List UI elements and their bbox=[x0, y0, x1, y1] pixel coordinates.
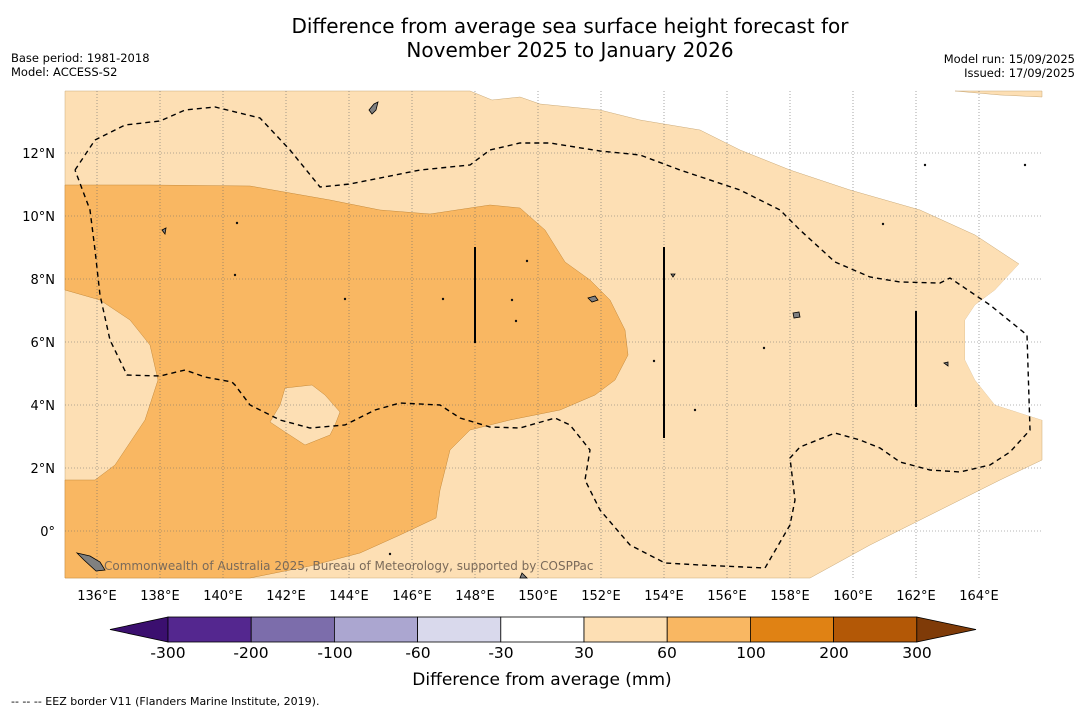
x-tick-label: 136°E bbox=[77, 589, 117, 604]
y-tick-label: 0° bbox=[40, 525, 55, 540]
eez-border-palau bbox=[74, 106, 1031, 569]
colorbar-extend-min bbox=[109, 616, 169, 643]
x-tick-label: 148°E bbox=[455, 589, 495, 604]
credit-text: Commonwealth of Australia 2025, Bureau o… bbox=[104, 559, 594, 573]
x-tick-label: 162°E bbox=[896, 589, 936, 604]
colorbar-label: Difference from average (mm) bbox=[412, 670, 671, 690]
colorbar-tick-label: -300 bbox=[150, 644, 185, 662]
colorbar bbox=[109, 616, 977, 643]
y-tick-label: 2°N bbox=[31, 462, 56, 477]
x-tick-label: 144°E bbox=[329, 589, 369, 604]
x-tick-label: 158°E bbox=[770, 589, 810, 604]
colorbar-tick-label: -100 bbox=[317, 644, 352, 662]
x-tick-label: 152°E bbox=[581, 589, 621, 604]
colorbar-tick-label: -200 bbox=[233, 644, 268, 662]
x-tick-label: 150°E bbox=[518, 589, 558, 604]
map-area: Commonwealth of Australia 2025, Bureau o… bbox=[64, 90, 1043, 579]
x-tick-label: 160°E bbox=[833, 589, 873, 604]
model-name: Model: ACCESS-S2 bbox=[11, 65, 118, 79]
meta-left: Base period: 1981-2018 Model: ACCESS-S2 bbox=[11, 51, 150, 79]
x-tick-label: 140°E bbox=[203, 589, 243, 604]
meta-right: Model run: 15/09/2025 Issued: 17/09/2025 bbox=[944, 52, 1075, 80]
colorbar-segment bbox=[500, 616, 585, 643]
base-period: Base period: 1981-2018 bbox=[11, 51, 150, 65]
y-axis-labels: 12°N 10°N 8°N 6°N 4°N 2°N 0° bbox=[22, 147, 55, 540]
x-tick-label: 154°E bbox=[644, 589, 684, 604]
colorbar-segment bbox=[167, 616, 252, 643]
colorbar-segment bbox=[666, 616, 751, 643]
colorbar-tick-label: 30 bbox=[574, 644, 594, 662]
colorbar-segment bbox=[583, 616, 668, 643]
x-tick-label: 164°E bbox=[959, 589, 999, 604]
title-line-2: November 2025 to January 2026 bbox=[406, 38, 734, 62]
x-tick-label: 138°E bbox=[140, 589, 180, 604]
y-tick-label: 4°N bbox=[31, 399, 56, 414]
title-line-1: Difference from average sea surface heig… bbox=[291, 14, 849, 38]
y-tick-label: 6°N bbox=[31, 336, 56, 351]
eez-footnote: -- -- -- EEZ border V11 (Flanders Marine… bbox=[11, 695, 320, 708]
anomaly-region-white bbox=[965, 264, 1042, 420]
colorbar-segment bbox=[417, 616, 502, 643]
colorbar-tick-label: 300 bbox=[902, 644, 932, 662]
x-tick-label: 156°E bbox=[707, 589, 747, 604]
colorbar-segment bbox=[250, 616, 335, 643]
colorbar-segment bbox=[333, 616, 418, 643]
x-tick-label: 146°E bbox=[392, 589, 432, 604]
colorbar-tick-label: 60 bbox=[657, 644, 677, 662]
colorbar-tick-label: 200 bbox=[819, 644, 849, 662]
y-tick-label: 12°N bbox=[22, 147, 55, 162]
colorbar-tick-labels: -300 -200 -100 -60 -30 30 60 100 200 300 bbox=[150, 644, 931, 662]
x-tick-label: 142°E bbox=[266, 589, 306, 604]
colorbar-segment bbox=[750, 616, 835, 643]
colorbar-tick-label: 100 bbox=[736, 644, 766, 662]
colorbar-extend-max bbox=[916, 616, 977, 643]
anomaly-region-30-60-ne bbox=[954, 90, 1043, 98]
colorbar-segment bbox=[833, 616, 918, 643]
x-axis-labels: 136°E 138°E 140°E 142°E 144°E 146°E 148°… bbox=[77, 589, 999, 604]
gridlines bbox=[65, 91, 1042, 578]
model-run: Model run: 15/09/2025 bbox=[943, 52, 1075, 66]
y-tick-label: 10°N bbox=[22, 210, 55, 225]
map-title: Difference from average sea surface heig… bbox=[0, 14, 1085, 62]
land-islands bbox=[75, 101, 1027, 579]
y-tick-label: 8°N bbox=[31, 273, 56, 288]
colorbar-tick-label: -60 bbox=[405, 644, 430, 662]
issued-date: Issued: 17/09/2025 bbox=[964, 66, 1075, 80]
colorbar-tick-label: -30 bbox=[488, 644, 513, 662]
anomaly-region-60-100 bbox=[64, 184, 629, 579]
